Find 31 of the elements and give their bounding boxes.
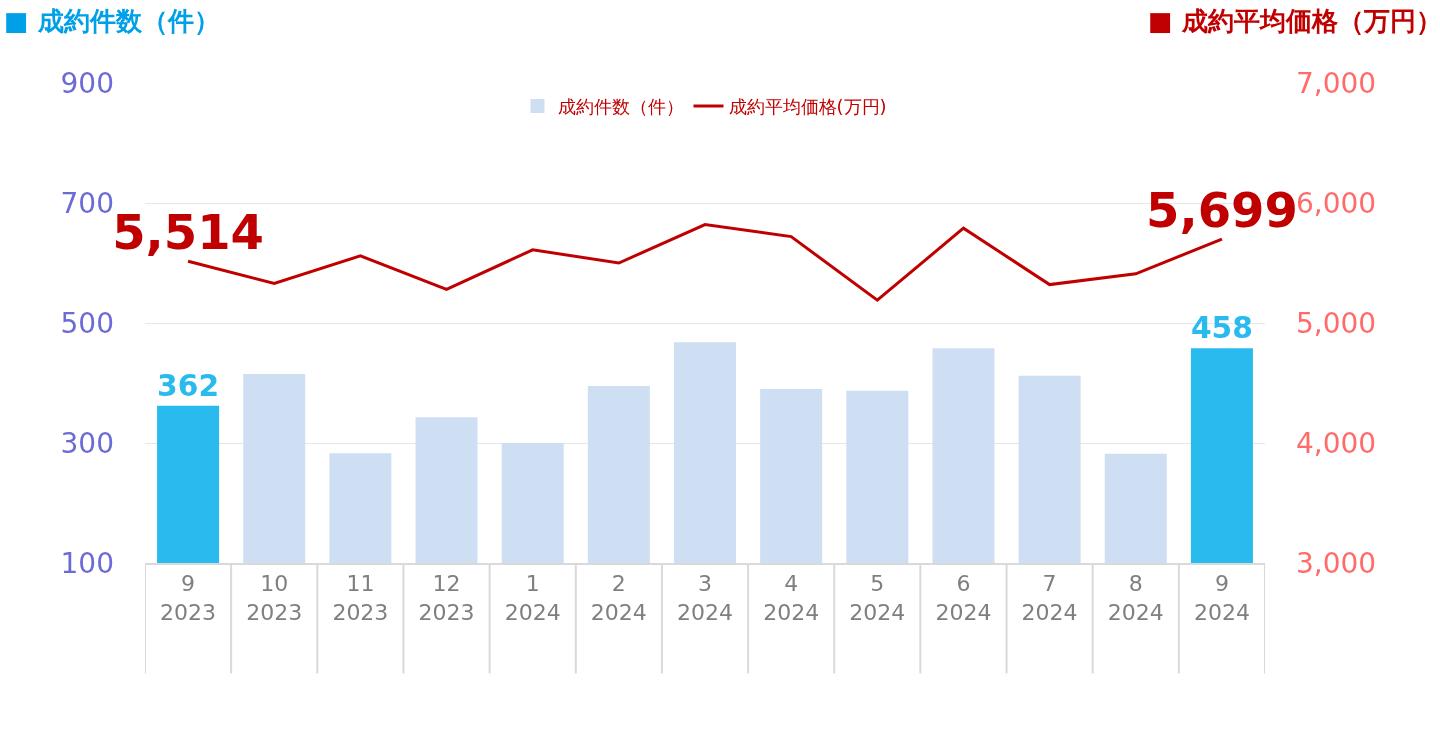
legend-label: 成約件数（件） <box>557 96 684 118</box>
data-label: 5,514 <box>112 204 264 261</box>
data-label: 362 <box>157 367 220 403</box>
y2-tick-label: 5,000 <box>1296 306 1377 340</box>
y-axis-title: ■ 成約件数（件） <box>4 6 220 36</box>
data-label: 5,699 <box>1146 182 1298 239</box>
x-tick-label: 3 2024 <box>677 571 733 625</box>
y2-tick-label: 7,000 <box>1296 66 1377 100</box>
x-tick-label: 8 2024 <box>1107 571 1164 625</box>
y-tick-label: 300 <box>60 426 114 460</box>
y2-axis-title: ■ 成約平均価格（万円） <box>1148 6 1440 36</box>
y-tick-label: 700 <box>60 186 114 220</box>
x-tick-label: 1 2024 <box>504 571 561 625</box>
x-tick-label: 5 2024 <box>849 571 906 625</box>
x-tick-label: 12 2023 <box>418 571 475 625</box>
x-tick-label: 9 2023 <box>160 571 217 625</box>
y2-tick-label: 3,000 <box>1296 546 1377 580</box>
x-tick-label: 7 2024 <box>1021 571 1078 625</box>
y-tick-label: 100 <box>60 546 114 580</box>
x-tick-label: 11 2023 <box>332 571 389 625</box>
x-tick-label: 2 2024 <box>590 571 647 625</box>
x-tick-label: 9 2024 <box>1193 571 1250 625</box>
y-tick-label: 500 <box>60 306 114 340</box>
x-tick-label: 4 2024 <box>763 571 820 625</box>
y2-tick-label: 6,000 <box>1296 186 1377 220</box>
x-tick-label: 6 2024 <box>935 571 992 625</box>
y-tick-label: 900 <box>60 66 114 100</box>
data-label: 458 <box>1190 310 1253 346</box>
y2-tick-label: 4,000 <box>1296 426 1377 460</box>
legend-label: 成約平均価格(万円) <box>728 96 887 118</box>
x-tick-label: 10 2023 <box>246 571 303 625</box>
